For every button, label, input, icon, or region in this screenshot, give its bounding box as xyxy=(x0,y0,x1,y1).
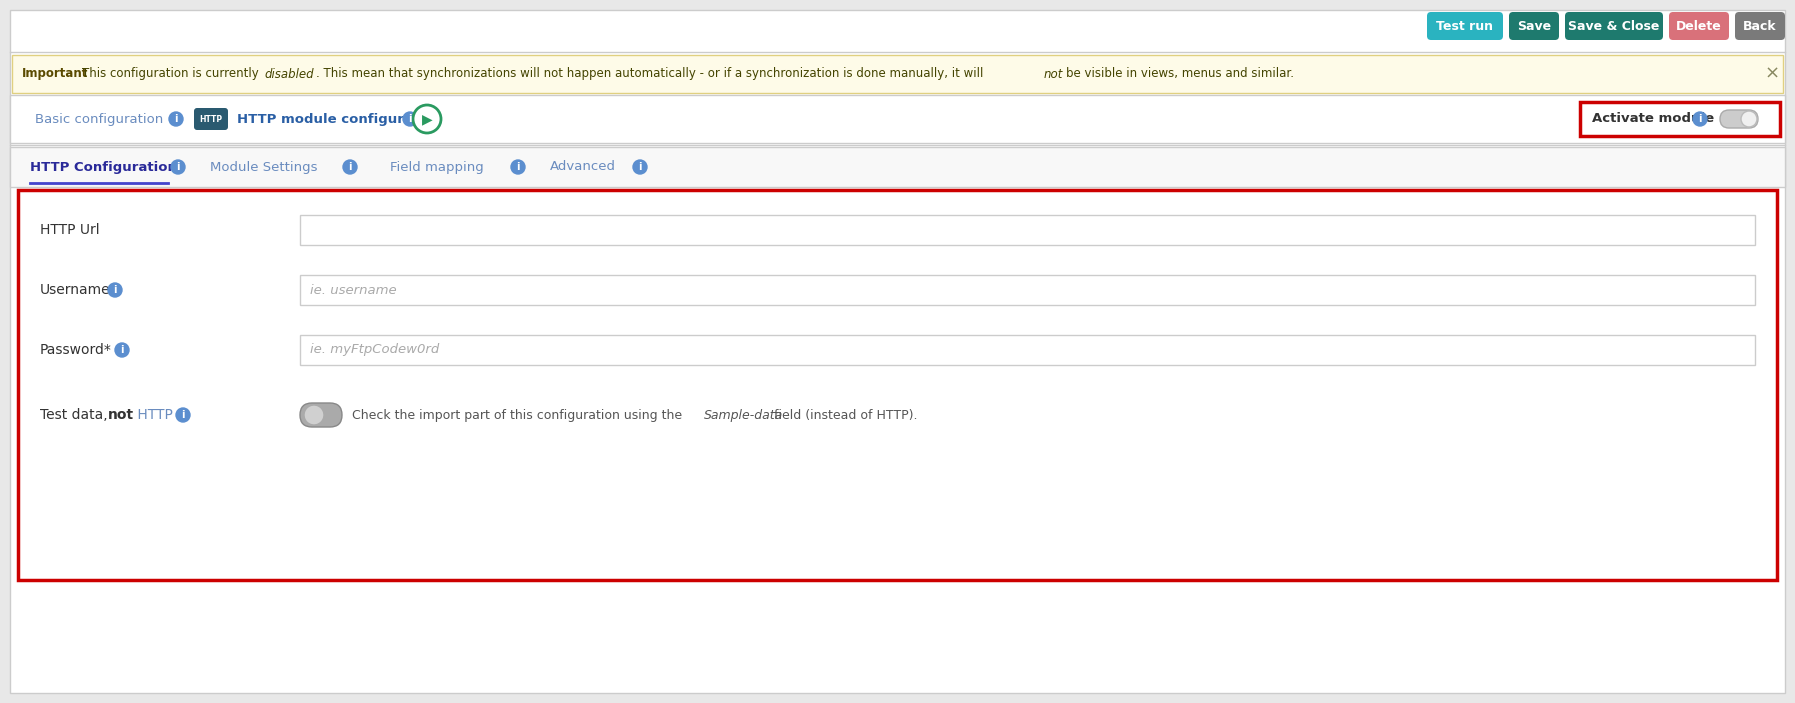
Text: i: i xyxy=(517,162,521,172)
Text: ie. myFtpCodew0rd: ie. myFtpCodew0rd xyxy=(311,344,440,356)
Circle shape xyxy=(634,160,646,174)
Circle shape xyxy=(512,160,524,174)
Text: i: i xyxy=(639,162,643,172)
Circle shape xyxy=(1741,111,1757,127)
Circle shape xyxy=(303,405,325,425)
Circle shape xyxy=(343,160,357,174)
Text: i: i xyxy=(1698,114,1702,124)
Text: not: not xyxy=(108,408,135,422)
Bar xyxy=(300,275,1756,305)
Text: Sample-data: Sample-data xyxy=(704,408,783,422)
Circle shape xyxy=(108,283,122,297)
Text: HTTP: HTTP xyxy=(199,115,223,124)
Text: i: i xyxy=(176,162,180,172)
Text: HTTP: HTTP xyxy=(133,408,172,422)
Bar xyxy=(300,215,1756,245)
Text: ×: × xyxy=(1764,65,1779,83)
Text: Username: Username xyxy=(39,283,111,297)
Bar xyxy=(13,55,1782,93)
Text: i: i xyxy=(181,410,185,420)
Text: Test data,: Test data, xyxy=(39,408,111,422)
Bar xyxy=(11,147,1784,187)
Text: Field mapping: Field mapping xyxy=(390,160,483,174)
Text: Basic configuration: Basic configuration xyxy=(34,112,163,126)
Text: ▶: ▶ xyxy=(422,112,433,126)
Text: Module Settings: Module Settings xyxy=(210,160,318,174)
Text: Test run: Test run xyxy=(1436,20,1493,32)
Circle shape xyxy=(176,408,190,422)
Text: i: i xyxy=(120,345,124,355)
Text: Advanced: Advanced xyxy=(549,160,616,174)
FancyBboxPatch shape xyxy=(1565,12,1662,40)
Text: Save: Save xyxy=(1517,20,1551,32)
FancyBboxPatch shape xyxy=(1427,12,1502,40)
Text: i: i xyxy=(407,114,411,124)
FancyBboxPatch shape xyxy=(300,403,343,427)
FancyBboxPatch shape xyxy=(1510,12,1560,40)
Text: . This mean that synchronizations will not happen automatically - or if a synchr: . This mean that synchronizations will n… xyxy=(316,67,984,81)
Circle shape xyxy=(171,160,185,174)
Text: Save & Close: Save & Close xyxy=(1569,20,1660,32)
Text: disabled: disabled xyxy=(264,67,314,81)
Text: i: i xyxy=(113,285,117,295)
Text: Check the import part of this configuration using the: Check the import part of this configurat… xyxy=(352,408,686,422)
Bar xyxy=(300,335,1756,365)
FancyBboxPatch shape xyxy=(1736,12,1784,40)
Text: Back: Back xyxy=(1743,20,1777,32)
Text: HTTP Url: HTTP Url xyxy=(39,223,101,237)
Circle shape xyxy=(169,112,183,126)
Text: not: not xyxy=(1045,67,1063,81)
Text: This configuration is currently: This configuration is currently xyxy=(83,67,258,81)
Text: HTTP Configuration: HTTP Configuration xyxy=(31,160,178,174)
Text: HTTP module configuration: HTTP module configuration xyxy=(237,112,442,126)
Text: i: i xyxy=(348,162,352,172)
Bar xyxy=(11,95,1784,143)
Text: Password*: Password* xyxy=(39,343,111,357)
Text: be visible in views, menus and similar.: be visible in views, menus and similar. xyxy=(1066,67,1294,81)
Circle shape xyxy=(413,105,442,133)
Text: Activate module: Activate module xyxy=(1592,112,1714,126)
Circle shape xyxy=(115,343,129,357)
Circle shape xyxy=(404,112,416,126)
Text: Delete: Delete xyxy=(1677,20,1721,32)
FancyBboxPatch shape xyxy=(1720,110,1757,128)
Bar xyxy=(18,190,1777,580)
Circle shape xyxy=(1693,112,1707,126)
FancyBboxPatch shape xyxy=(1669,12,1729,40)
Bar xyxy=(1580,102,1781,136)
Text: ie. username: ie. username xyxy=(311,283,397,297)
Text: i: i xyxy=(174,114,178,124)
FancyBboxPatch shape xyxy=(194,108,228,130)
Text: Important: Important xyxy=(22,67,88,81)
Text: field (instead of HTTP).: field (instead of HTTP). xyxy=(770,408,917,422)
